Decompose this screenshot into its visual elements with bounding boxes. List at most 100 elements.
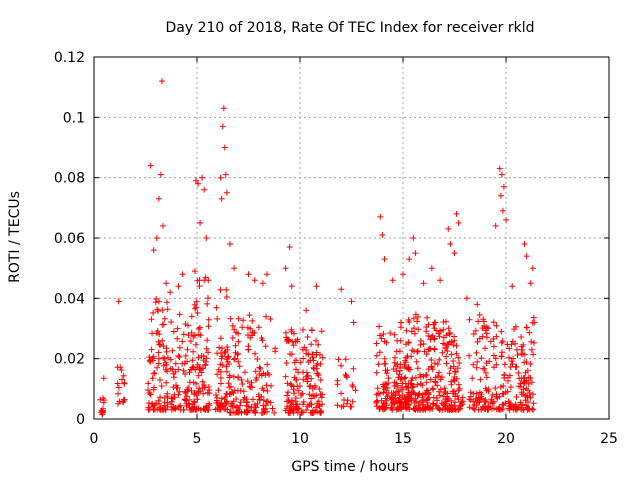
data-point: [490, 343, 497, 350]
data-point: [442, 400, 449, 407]
data-point: [262, 402, 269, 409]
data-point: [379, 232, 386, 238]
data-point: [526, 329, 533, 336]
data-point: [419, 391, 426, 398]
data-point: [451, 388, 458, 395]
data-point: [381, 400, 388, 407]
data-point: [150, 357, 156, 364]
data-point: [290, 386, 297, 393]
data-point: [434, 382, 441, 389]
data-point: [115, 390, 121, 397]
data-point: [185, 322, 191, 329]
data-point: [493, 322, 500, 329]
data-point: [303, 407, 310, 413]
data-point: [308, 375, 315, 382]
data-point: [350, 365, 357, 372]
data-point: [148, 346, 155, 353]
data-point: [428, 357, 435, 363]
data-point: [164, 399, 171, 406]
data-point: [283, 334, 290, 341]
data-point: [288, 382, 295, 389]
data-point: [496, 165, 503, 172]
data-point: [437, 376, 444, 383]
data-point: [217, 380, 224, 387]
data-point: [518, 334, 525, 340]
data-point: [298, 392, 304, 399]
data-point: [482, 405, 489, 412]
data-point: [401, 363, 408, 370]
data-point: [118, 367, 125, 374]
data-point: [396, 394, 403, 401]
data-point: [155, 397, 162, 404]
data-point: [373, 403, 380, 410]
data-point: [471, 402, 478, 408]
data-point: [227, 390, 234, 397]
data-point: [428, 265, 435, 272]
data-point: [402, 374, 409, 381]
data-point: [405, 339, 412, 346]
data-point: [498, 171, 505, 178]
data-point: [423, 379, 430, 386]
data-point: [213, 392, 219, 398]
data-point: [219, 345, 225, 352]
data-point: [519, 401, 526, 408]
data-point: [525, 399, 531, 405]
data-point: [195, 326, 202, 332]
data-point: [184, 346, 191, 353]
data-point: [436, 356, 443, 363]
data-point: [408, 328, 415, 335]
data-point: [382, 367, 389, 374]
data-point: [193, 390, 200, 397]
data-point: [463, 295, 470, 302]
data-point: [499, 207, 506, 214]
data-point: [313, 349, 320, 356]
data-point: [381, 256, 388, 263]
data-point: [259, 385, 266, 392]
data-point: [525, 387, 531, 394]
data-point: [489, 400, 496, 407]
data-point: [184, 386, 191, 393]
data-point: [318, 328, 325, 335]
data-point: [439, 349, 446, 356]
data-point: [377, 390, 383, 397]
data-point: [489, 392, 496, 398]
data-point: [485, 325, 492, 332]
data-point: [205, 316, 212, 323]
data-point: [397, 319, 404, 326]
data-point: [304, 334, 311, 340]
data-point: [502, 400, 509, 407]
data-point: [511, 403, 518, 410]
data-point: [252, 350, 258, 357]
data-point: [180, 331, 187, 338]
data-point: [432, 379, 439, 386]
data-point: [341, 397, 347, 403]
data-point: [452, 369, 459, 375]
data-point: [264, 361, 271, 368]
data-point: [412, 374, 419, 381]
data-point: [272, 348, 279, 355]
data-point: [160, 406, 167, 413]
data-point: [115, 400, 121, 407]
data-point: [377, 213, 384, 220]
data-point: [492, 222, 499, 229]
data-point: [414, 365, 421, 372]
data-point: [167, 365, 174, 372]
data-point: [419, 382, 426, 389]
data-point: [229, 322, 236, 329]
data-point: [187, 338, 194, 345]
data-point: [146, 390, 153, 396]
data-point: [350, 319, 357, 326]
data-point: [217, 335, 224, 342]
data-point: [412, 250, 419, 257]
data-point: [145, 380, 152, 387]
data-point: [98, 407, 105, 414]
data-point: [196, 283, 203, 289]
data-point: [376, 406, 383, 412]
data-point: [161, 355, 168, 362]
data-point: [387, 330, 394, 337]
data-point: [236, 363, 243, 370]
data-point: [243, 399, 250, 406]
data-point: [228, 400, 235, 407]
data-point: [255, 324, 262, 331]
